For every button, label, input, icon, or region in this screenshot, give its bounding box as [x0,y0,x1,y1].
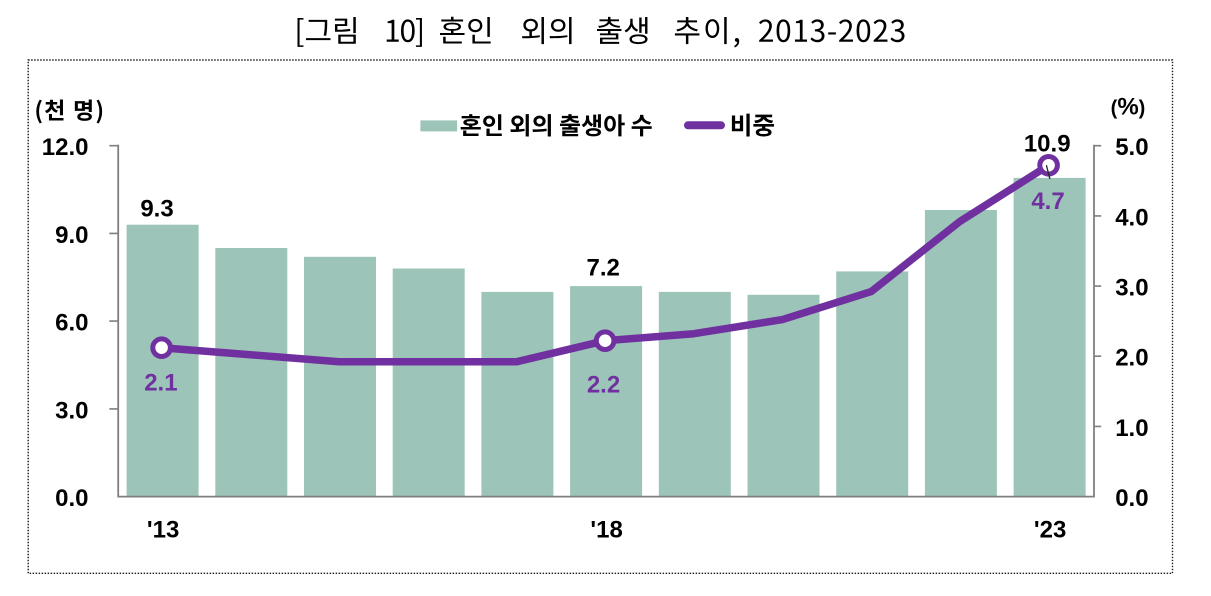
svg-text:4.7: 4.7 [1031,188,1064,215]
svg-text:3.0: 3.0 [1115,275,1148,302]
svg-text:9.0: 9.0 [55,222,88,249]
svg-text:'13: '13 [147,517,179,544]
svg-text:(%): (%) [1111,94,1146,121]
svg-text:1.0: 1.0 [1115,415,1148,442]
svg-text:2.2: 2.2 [587,372,620,399]
svg-text:3.0: 3.0 [55,397,88,424]
svg-text:9.3: 9.3 [140,195,173,222]
svg-text:2.1: 2.1 [144,370,177,397]
svg-text:2.0: 2.0 [1115,345,1148,372]
svg-text:5.0: 5.0 [1115,134,1148,161]
svg-text:12.0: 12.0 [42,134,89,161]
svg-text:'18: '18 [590,517,622,544]
svg-text:0.0: 0.0 [55,485,88,512]
svg-text:'23: '23 [1034,517,1066,544]
svg-text:7.2: 7.2 [587,254,620,281]
svg-text:6.0: 6.0 [55,310,88,337]
svg-text:0.0: 0.0 [1115,485,1148,512]
svg-text:10.9: 10.9 [1024,131,1071,158]
svg-text:4.0: 4.0 [1115,204,1148,231]
